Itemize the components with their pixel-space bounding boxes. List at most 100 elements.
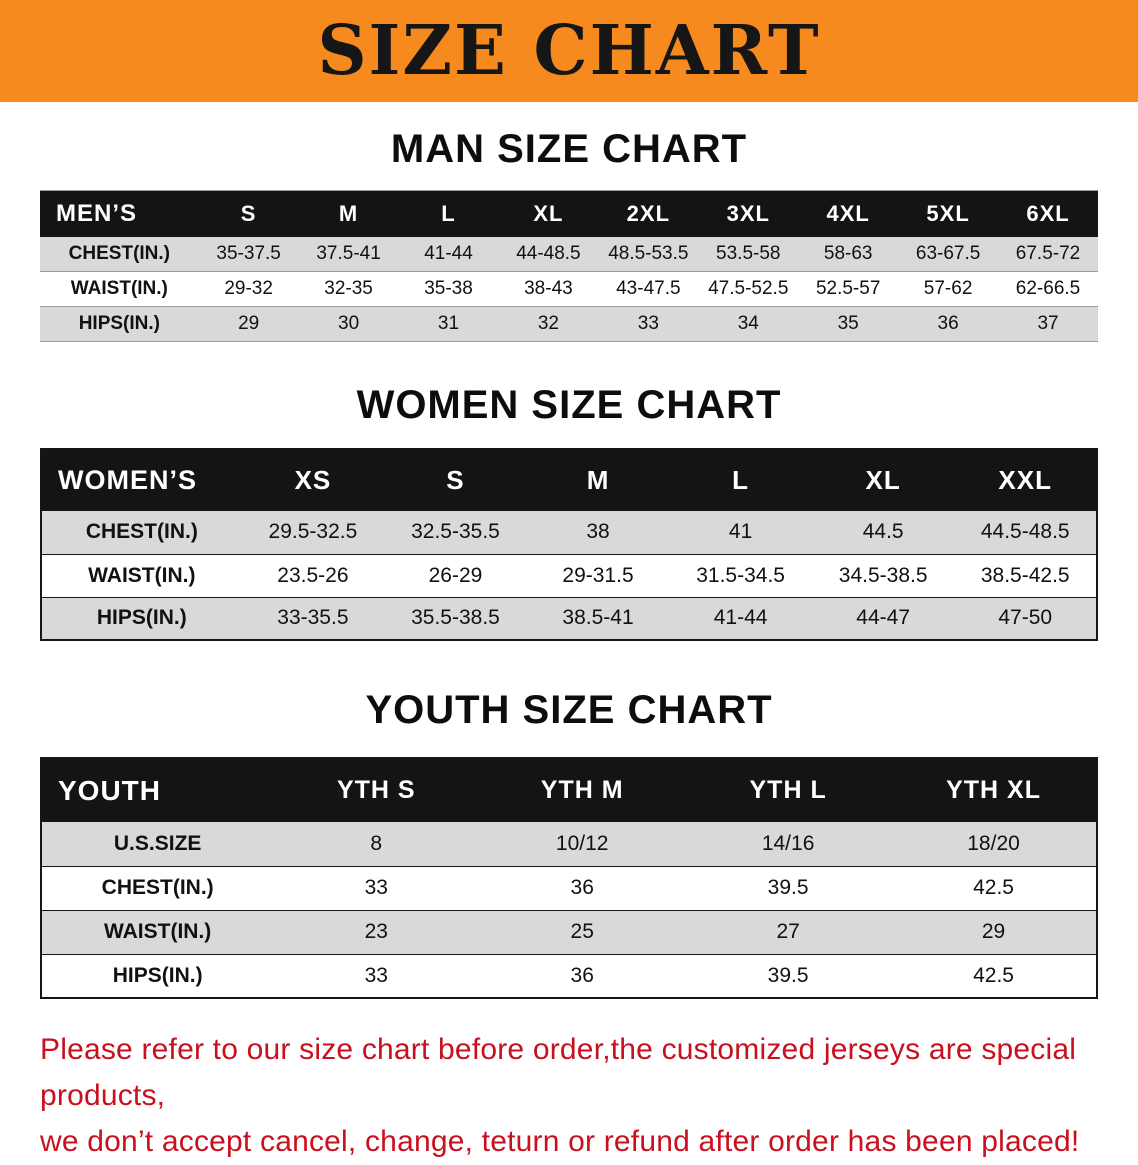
footer-disclaimer: Please refer to our size chart before or… [40, 1027, 1098, 1165]
section-youth-size-chart: YOUTH SIZE CHART YOUTH YTH S YTH M YTH L YTH… [0, 687, 1138, 999]
women-chart-heading: WOMEN SIZE CHART [356, 383, 782, 427]
row-label-cell: HIPS(IN.) [96, 606, 187, 630]
row-label-cell: CHEST(IN.) [85, 520, 198, 544]
table-title-cell: YOUTH [41, 758, 274, 822]
size-header-cell: M [298, 190, 399, 237]
value-cell: 38.5-41 [562, 606, 634, 630]
value-cell: 36 [570, 876, 594, 899]
table-row: WAIST(IN.) 29-32 32-35 35-38 38-43 43-47.5 47.… [40, 272, 1098, 307]
women-size-table: WOMEN’S XS S M L XL XXL CHEST(IN.) 29.5-32.5 32.5… [40, 448, 1098, 641]
value-cell: 33 [364, 963, 388, 987]
value-cell: 44.5 [862, 520, 904, 544]
value-cell: 32 [537, 313, 559, 334]
value-cell: 44-47 [856, 606, 911, 630]
size-header-cell: 6XL [998, 190, 1098, 237]
value-cell: 41-44 [713, 606, 768, 630]
value-cell: 41-44 [424, 242, 473, 264]
table-row: HIPS(IN.) 33-35.5 35.5-38.5 38.5-41 41-44 44-… [41, 597, 1097, 640]
value-cell: 35 [837, 313, 859, 334]
value-cell: 25 [570, 920, 594, 943]
size-header-cell: M [526, 449, 670, 511]
size-header-cell: S [198, 190, 299, 237]
value-cell: 8 [370, 831, 383, 855]
banner: SIZE CHART [0, 0, 1138, 102]
footer-line-2: we don’t accept cancel, change, teturn o… [40, 1125, 1080, 1158]
value-cell: 35-38 [424, 278, 473, 299]
value-cell: 58-63 [823, 242, 873, 264]
value-cell: 39.5 [767, 963, 809, 987]
value-cell: 42.5 [973, 876, 1014, 899]
value-cell: 26-29 [428, 563, 483, 587]
value-cell: 67.5-72 [1015, 242, 1081, 264]
value-cell: 47.5-52.5 [708, 278, 789, 299]
value-cell: 44.5-48.5 [980, 520, 1070, 544]
row-label-cell: WAIST(IN.) [103, 920, 212, 943]
table-title-cell: MEN’S [40, 190, 199, 237]
value-cell: 48.5-53.5 [608, 242, 689, 264]
value-cell: 23.5-26 [277, 563, 349, 587]
banner-title: SIZE CHART [317, 11, 821, 91]
value-cell: 38.5-42.5 [980, 563, 1070, 587]
youth-size-table: YOUTH YTH S YTH M YTH L YTH XL U.S.SIZE 8 10/12… [40, 757, 1098, 999]
table-row: CHEST(IN.) 29.5-32.5 32.5-35.5 38 41 44.5 44.5… [41, 511, 1097, 554]
header-row: WOMEN’S XS S M L XL XXL [41, 449, 1097, 511]
value-cell: 36 [937, 313, 959, 334]
value-cell: 32.5-35.5 [411, 520, 500, 544]
size-header-cell: S [384, 449, 527, 511]
value-cell: 31.5-34.5 [696, 563, 785, 587]
header-row: YOUTH YTH S YTH M YTH L YTH XL [41, 758, 1097, 822]
value-cell: 38-43 [524, 278, 573, 299]
value-cell: 36 [570, 963, 594, 987]
row-label-cell: HIPS(IN.) [78, 313, 160, 334]
value-cell: 32-35 [324, 278, 373, 299]
row-label-cell: CHEST(IN.) [101, 876, 214, 899]
table-row: U.S.SIZE 8 10/12 14/16 18/20 [41, 822, 1097, 866]
row-label-cell: U.S.SIZE [113, 831, 202, 855]
table-title-cell: WOMEN’S [41, 449, 242, 511]
size-header-cell: YTH XL [891, 758, 1097, 822]
size-header-cell: L [669, 449, 812, 511]
value-cell: 14/16 [761, 831, 815, 855]
youth-chart-heading: YOUTH SIZE CHART [365, 688, 773, 732]
value-cell: 29-32 [224, 278, 273, 299]
row-label-cell: WAIST(IN.) [70, 278, 168, 299]
men-size-table: MEN’S S M L XL 2XL 3XL 4XL 5XL 6XL CHEST(IN.) 35-37… [40, 190, 1098, 342]
size-header-cell: YTH M [479, 758, 686, 822]
value-cell: 41 [728, 520, 753, 544]
men-chart-heading: MAN SIZE CHART [390, 127, 748, 171]
value-cell: 27 [776, 920, 800, 943]
value-cell: 29 [981, 920, 1006, 943]
table-row: HIPS(IN.) 33 36 39.5 42.5 [41, 954, 1097, 998]
value-cell: 57-62 [923, 278, 973, 299]
table-row: HIPS(IN.) 29 30 31 32 33 34 35 36 37 [40, 306, 1098, 342]
value-cell: 37 [1037, 313, 1059, 334]
value-cell: 39.5 [767, 876, 809, 899]
value-cell: 37.5-41 [316, 242, 381, 264]
section-women-size-chart: WOMEN SIZE CHART WOMEN’S XS S M L XL XXL CHEST(… [0, 382, 1138, 641]
value-cell: 38 [586, 520, 610, 544]
size-header-cell: XL [498, 190, 599, 237]
header-row: MEN’S S M L XL 2XL 3XL 4XL 5XL 6XL [40, 190, 1098, 237]
table-row: CHEST(IN.) 33 36 39.5 42.5 [41, 866, 1097, 910]
table-row: CHEST(IN.) 35-37.5 37.5-41 41-44 44-48.5 48.5… [40, 236, 1098, 272]
value-cell: 31 [437, 313, 460, 334]
size-header-cell: YTH L [685, 758, 892, 822]
value-cell: 43-47.5 [616, 278, 681, 299]
value-cell: 44-48.5 [516, 242, 581, 264]
size-header-cell: 4XL [798, 190, 899, 237]
footer-line-1: Please refer to our size chart before or… [40, 1033, 1077, 1112]
size-header-cell: L [398, 190, 499, 237]
value-cell: 62-66.5 [1015, 278, 1081, 299]
size-header-cell: 5XL [898, 190, 999, 237]
size-header-cell: XL [811, 449, 955, 511]
size-header-cell: XXL [954, 449, 1097, 511]
value-cell: 34 [737, 313, 759, 334]
value-cell: 18/20 [967, 831, 1020, 855]
value-cell: 33 [364, 876, 388, 899]
table-row: WAIST(IN.) 23 25 27 29 [41, 910, 1097, 954]
value-cell: 42.5 [973, 963, 1014, 987]
value-cell: 63-67.5 [915, 242, 981, 264]
table-row: WAIST(IN.) 23.5-26 26-29 29-31.5 31.5-34.5 34… [41, 554, 1097, 597]
value-cell: 30 [338, 313, 360, 334]
